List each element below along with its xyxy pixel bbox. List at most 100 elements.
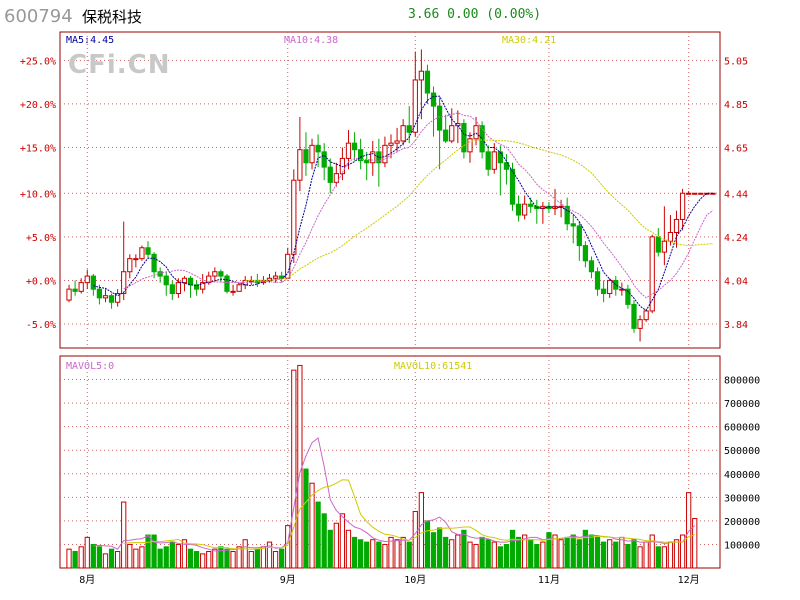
candle-down — [364, 160, 370, 164]
candle-up — [692, 192, 698, 195]
candle-up — [370, 151, 376, 164]
volume-bar-down — [546, 532, 552, 569]
price-panel-frame — [59, 31, 721, 349]
volume-bar-up — [686, 492, 692, 569]
candle-up — [236, 284, 242, 292]
volume-bar-down — [515, 536, 522, 569]
candle-up — [139, 247, 145, 260]
candle-down — [582, 245, 589, 262]
price-tick-label: 4.85 — [724, 100, 748, 111]
price-tick-label: 4.44 — [724, 189, 748, 200]
candle-down — [497, 151, 503, 164]
candle-up — [102, 295, 109, 299]
volume-bar-down — [497, 546, 503, 569]
candle-down — [187, 277, 194, 286]
volume-bar-up — [552, 534, 558, 569]
volume-bar-down — [224, 548, 230, 569]
candle-up — [679, 192, 686, 220]
candle-down — [193, 284, 200, 290]
candle-up — [339, 157, 346, 175]
volume-bar-up — [382, 543, 388, 569]
volume-bar-down — [157, 548, 163, 569]
volume-bar-down — [503, 543, 510, 569]
candle-up — [473, 125, 479, 140]
candle-up — [394, 140, 400, 144]
volume-panel-frame — [59, 355, 721, 569]
candle-down — [424, 70, 431, 94]
candle-up — [698, 192, 704, 195]
volume-bar-down — [564, 536, 570, 569]
month-tick-label: 10月 — [404, 574, 426, 586]
mavol5-label: MAVOL5:0 — [66, 361, 114, 372]
pct-tick-label: +20.0% — [20, 100, 56, 111]
mavol5-line — [93, 437, 696, 552]
volume-tick-label: 200000 — [724, 517, 760, 528]
price-tick-label: 4.65 — [724, 144, 748, 155]
candle-up — [418, 70, 424, 81]
volume-bar-down — [576, 539, 582, 569]
candle-down — [509, 168, 516, 205]
volume-bar-down — [90, 543, 96, 569]
price-tick-label: 4.04 — [724, 276, 748, 287]
volume-bar-up — [643, 541, 649, 569]
volume-bar-up — [260, 546, 267, 569]
volume-bar-up — [649, 534, 655, 569]
volume-bar-up — [607, 539, 613, 569]
volume-bar-up — [558, 539, 564, 569]
volume-tick-label: 600000 — [724, 423, 760, 434]
candle-down — [218, 271, 224, 277]
volume-bar-up — [370, 539, 376, 569]
volume-bar-up — [345, 529, 352, 569]
candle-down — [576, 225, 582, 247]
volume-bar-down — [72, 551, 78, 569]
pct-tick-label: +5.0% — [26, 233, 56, 244]
volume-bar-down — [528, 539, 534, 569]
volume-bar-down — [534, 543, 540, 569]
ma10-label: MA10:4.38 — [284, 35, 338, 46]
volume-bar-up — [394, 539, 400, 569]
volume-bar-down — [509, 529, 516, 569]
candle-down — [631, 303, 637, 329]
volume-bar-down — [145, 534, 151, 569]
last-price: 3.66 — [408, 7, 440, 22]
volume-bar-down — [187, 548, 194, 569]
stock-code: 600794 — [4, 6, 73, 27]
volume-bar-up — [206, 551, 212, 569]
volume-bar-down — [479, 536, 485, 569]
volume-bar-up — [297, 364, 303, 569]
candle-up — [200, 282, 206, 290]
volume-bar-up — [272, 551, 279, 569]
volume-bar-down — [321, 513, 327, 569]
pct-tick-label: -5.0% — [26, 320, 56, 331]
volume-bar-up — [66, 548, 72, 569]
candle-up — [661, 240, 667, 253]
volume-bar-up — [449, 539, 455, 569]
volume-bar-up — [115, 551, 121, 569]
volume-bar-down — [588, 534, 595, 569]
volume-bar-down — [364, 541, 370, 569]
candle-down — [163, 275, 169, 286]
candle-up — [333, 173, 339, 183]
volume-tick-label: 700000 — [724, 399, 760, 410]
candle-down — [157, 271, 163, 277]
price-change-pct: (0.00%) — [486, 7, 542, 22]
price-tick-label: 4.24 — [724, 233, 748, 244]
volume-tick-label: 800000 — [724, 376, 760, 387]
price-change: 0.00 — [447, 7, 479, 22]
candle-up — [400, 125, 406, 142]
candle-up — [133, 258, 139, 261]
volume-bar-up — [127, 543, 133, 569]
ma5-line — [93, 95, 713, 312]
candle-up — [175, 282, 182, 295]
month-tick-label: 11月 — [538, 574, 560, 586]
ma5-label: MA5:4.45 — [66, 35, 114, 46]
volume-bar-up — [400, 536, 406, 569]
candle-down — [72, 288, 78, 292]
volume-bar-up — [291, 369, 297, 569]
volume-bar-up — [212, 548, 218, 569]
volume-bar-down — [279, 548, 285, 569]
candle-down — [625, 288, 631, 305]
volume-bar-down — [303, 468, 309, 569]
volume-tick-label: 100000 — [724, 540, 760, 551]
candle-up — [309, 144, 315, 164]
